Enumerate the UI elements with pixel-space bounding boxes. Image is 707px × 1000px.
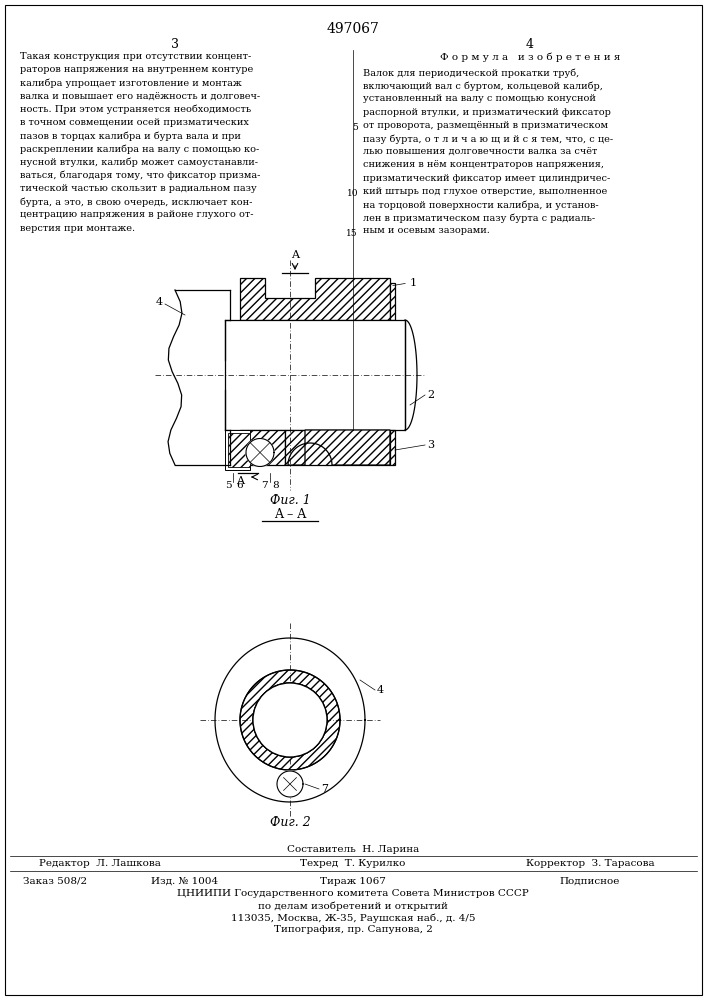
Text: Ф о р м у л а   и з о б р е т е н и я: Ф о р м у л а и з о б р е т е н и я — [440, 52, 620, 62]
Polygon shape — [390, 430, 395, 465]
Text: призматический фиксатор имеет цилиндричес-: призматический фиксатор имеет цилиндриче… — [363, 174, 610, 183]
Text: 2: 2 — [427, 390, 434, 400]
Text: по делам изобретений и открытий: по делам изобретений и открытий — [258, 901, 448, 911]
Text: ность. При этом устраняется необходимость: ность. При этом устраняется необходимост… — [20, 105, 251, 114]
Text: 3: 3 — [171, 38, 179, 51]
Polygon shape — [246, 439, 274, 466]
Text: Подписное: Подписное — [560, 876, 620, 886]
Text: на торцовой поверхности калибра, и установ-: на торцовой поверхности калибра, и устан… — [363, 200, 599, 210]
Text: 4: 4 — [526, 38, 534, 51]
Bar — [225, 320, 405, 430]
Text: 5: 5 — [225, 481, 231, 489]
Text: 497067: 497067 — [327, 22, 380, 36]
Text: в точном совмещении осей призматических: в точном совмещении осей призматических — [20, 118, 249, 127]
Text: Изд. № 1004: Изд. № 1004 — [151, 876, 218, 886]
Text: раторов напряжения на внутреннем контуре: раторов напряжения на внутреннем контуре — [20, 65, 253, 74]
Text: Типография, пр. Сапунова, 2: Типография, пр. Сапунова, 2 — [274, 926, 433, 934]
Text: распорной втулки, и призматический фиксатор: распорной втулки, и призматический фикса… — [363, 108, 611, 117]
Text: калибра упрощает изготовление и монтаж: калибра упрощает изготовление и монтаж — [20, 78, 242, 88]
Text: включающий вал с буртом, кольцевой калибр,: включающий вал с буртом, кольцевой калиб… — [363, 81, 603, 91]
Text: 113035, Москва, Ж-35, Раушская наб., д. 4/5: 113035, Москва, Ж-35, Раушская наб., д. … — [230, 913, 475, 923]
Text: от проворота, размещённый в призматическом: от проворота, размещённый в призматическ… — [363, 121, 608, 130]
Text: A: A — [236, 476, 244, 486]
Polygon shape — [277, 771, 303, 797]
Text: Фиг. 1: Фиг. 1 — [269, 494, 310, 508]
Text: A: A — [291, 250, 299, 260]
Text: 7: 7 — [321, 784, 328, 794]
Bar — [225, 430, 250, 470]
Text: Техред  Т. Курилко: Техред Т. Курилко — [300, 859, 406, 868]
Text: снижения в нём концентраторов напряжения,: снижения в нём концентраторов напряжения… — [363, 160, 604, 169]
Text: установленный на валу с помощью конусной: установленный на валу с помощью конусной — [363, 94, 596, 103]
Polygon shape — [285, 430, 390, 465]
Text: лен в призматическом пазу бурта с радиаль-: лен в призматическом пазу бурта с радиал… — [363, 213, 595, 223]
Text: Тираж 1067: Тираж 1067 — [320, 876, 386, 886]
Text: 5: 5 — [352, 123, 358, 132]
Text: Такая конструкция при отсутствии концент-: Такая конструкция при отсутствии концент… — [20, 52, 251, 61]
Polygon shape — [390, 283, 395, 320]
Polygon shape — [288, 430, 390, 465]
Text: 4: 4 — [156, 297, 163, 307]
Text: тической частью скользит в радиальном пазу: тической частью скользит в радиальном па… — [20, 184, 257, 193]
Polygon shape — [240, 430, 285, 465]
Text: 8: 8 — [273, 481, 279, 489]
Text: раскреплении калибра на валу с помощью ко-: раскреплении калибра на валу с помощью к… — [20, 144, 259, 154]
Polygon shape — [228, 433, 250, 467]
Text: Составитель  Н. Ларина: Составитель Н. Ларина — [287, 844, 419, 854]
Text: A – A: A – A — [274, 508, 306, 522]
Text: Корректор  З. Тарасова: Корректор З. Тарасова — [526, 859, 654, 868]
Text: лью повышения долговечности валка за счёт: лью повышения долговечности валка за счё… — [363, 147, 597, 156]
Text: Валок для периодической прокатки труб,: Валок для периодической прокатки труб, — [363, 68, 579, 78]
Text: нусной втулки, калибр может самоустанавли-: нусной втулки, калибр может самоустанавл… — [20, 158, 258, 167]
Text: 3: 3 — [427, 440, 434, 450]
Circle shape — [253, 683, 327, 757]
Text: 7: 7 — [261, 481, 267, 489]
Text: пазу бурта, о т л и ч а ю щ и й с я тем, что, с це-: пазу бурта, о т л и ч а ю щ и й с я тем,… — [363, 134, 613, 143]
Text: 6: 6 — [237, 481, 243, 489]
Text: ным и осевым зазорами.: ным и осевым зазорами. — [363, 226, 490, 235]
Text: бурта, а это, в свою очередь, исключает кон-: бурта, а это, в свою очередь, исключает … — [20, 197, 252, 207]
Text: Фиг. 2: Фиг. 2 — [269, 816, 310, 828]
Text: верстия при монтаже.: верстия при монтаже. — [20, 224, 135, 233]
Text: Заказ 508/2: Заказ 508/2 — [23, 876, 87, 886]
Text: валка и повышает его надёжность и долговеч-: валка и повышает его надёжность и долгов… — [20, 92, 260, 101]
Text: 4: 4 — [377, 685, 384, 695]
Text: ЦНИИПИ Государственного комитета Совета Министров СССР: ЦНИИПИ Государственного комитета Совета … — [177, 890, 529, 898]
Text: 15: 15 — [346, 229, 358, 237]
Text: центрацию напряжения в районе глухого от-: центрацию напряжения в районе глухого от… — [20, 210, 254, 219]
Text: 1: 1 — [410, 278, 417, 288]
Text: 10: 10 — [346, 189, 358, 198]
Text: кий штырь под глухое отверстие, выполненное: кий штырь под глухое отверстие, выполнен… — [363, 187, 607, 196]
Text: ваться, благодаря тому, что фиксатор призма-: ваться, благодаря тому, что фиксатор при… — [20, 171, 260, 180]
Text: пазов в торцах калибра и бурта вала и при: пазов в торцах калибра и бурта вала и пр… — [20, 131, 241, 141]
Text: Редактор  Л. Лашкова: Редактор Л. Лашкова — [39, 859, 161, 868]
Polygon shape — [240, 278, 390, 320]
